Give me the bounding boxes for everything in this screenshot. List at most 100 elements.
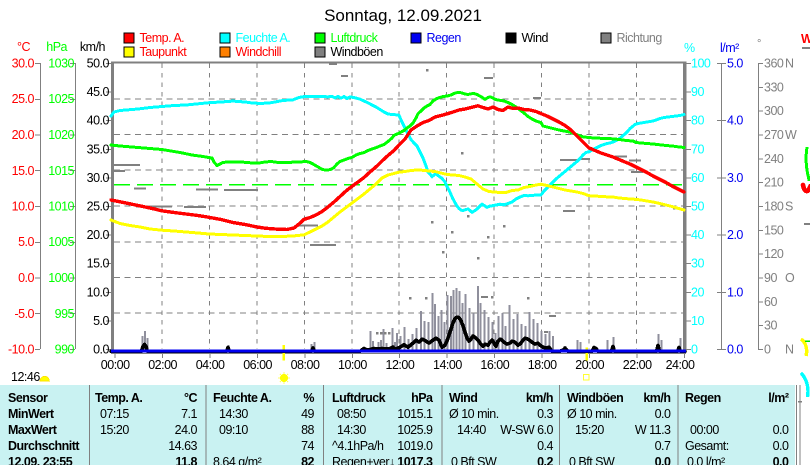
- svg-text:W-SW 6.0: W-SW 6.0: [500, 423, 553, 437]
- svg-text:W 11.3: W 11.3: [635, 423, 671, 437]
- svg-text:20.0: 20.0: [87, 228, 110, 242]
- svg-text:MinWert: MinWert: [8, 407, 55, 421]
- svg-text:1020: 1020: [48, 128, 74, 142]
- svg-text:60: 60: [764, 295, 777, 309]
- svg-text:90: 90: [691, 85, 704, 99]
- svg-text:^4.1hPa/h: ^4.1hPa/h: [332, 439, 384, 453]
- svg-text:300: 300: [764, 104, 784, 118]
- svg-text:49: 49: [301, 407, 314, 421]
- svg-text:Regen+ver↓: Regen+ver↓: [332, 455, 395, 465]
- svg-text:%: %: [684, 41, 695, 55]
- svg-text:Ø 10 min.: Ø 10 min.: [449, 407, 499, 421]
- svg-text:25.0: 25.0: [87, 200, 110, 214]
- svg-text:Temp. A.: Temp. A.: [140, 31, 185, 45]
- svg-text:15.0: 15.0: [12, 164, 35, 178]
- svg-text:Durchschnitt: Durchschnitt: [8, 439, 80, 453]
- svg-text:°C: °C: [17, 40, 30, 54]
- svg-text:990: 990: [55, 343, 75, 357]
- svg-text:Feuchte A.: Feuchte A.: [236, 31, 291, 45]
- svg-text:S: S: [785, 200, 793, 214]
- svg-text:1015: 1015: [48, 164, 74, 178]
- svg-text:°C: °C: [184, 391, 197, 405]
- svg-text:hPa: hPa: [46, 40, 67, 54]
- svg-text:12:00: 12:00: [386, 358, 415, 372]
- svg-text:0.0: 0.0: [655, 455, 671, 465]
- svg-text:18:00: 18:00: [528, 358, 557, 372]
- svg-text:22:00: 22:00: [623, 358, 652, 372]
- svg-text:210: 210: [764, 176, 784, 190]
- svg-text:2.0: 2.0: [727, 228, 743, 242]
- svg-text:14:40: 14:40: [457, 423, 486, 437]
- svg-text:Windböen: Windböen: [567, 391, 623, 405]
- svg-text:Windböen: Windböen: [331, 45, 384, 59]
- svg-text:14:30: 14:30: [337, 423, 366, 437]
- svg-text:1000: 1000: [48, 271, 74, 285]
- svg-text:W: W: [785, 128, 797, 142]
- svg-text:1015.1: 1015.1: [397, 407, 433, 421]
- svg-text:8.64 g/m²: 8.64 g/m²: [213, 455, 262, 465]
- svg-text:40: 40: [691, 228, 704, 242]
- svg-text:11.8: 11.8: [175, 455, 197, 465]
- svg-text:0.0: 0.0: [18, 271, 34, 285]
- svg-text:14:00: 14:00: [433, 358, 462, 372]
- svg-text:Feuchte A.: Feuchte A.: [213, 391, 271, 405]
- svg-text:km/h: km/h: [80, 40, 106, 54]
- svg-text:Regen: Regen: [427, 31, 462, 45]
- svg-text:995: 995: [55, 307, 75, 321]
- svg-text:%: %: [303, 391, 314, 405]
- svg-text:Wind: Wind: [449, 391, 477, 405]
- svg-text:-10.0: -10.0: [8, 343, 35, 357]
- svg-text:5.0: 5.0: [93, 314, 109, 328]
- svg-text:7.1: 7.1: [181, 407, 197, 421]
- svg-text:Luftdruck: Luftdruck: [331, 31, 379, 45]
- svg-text:40.0: 40.0: [87, 114, 110, 128]
- svg-text:N: N: [785, 343, 794, 357]
- svg-text:hPa: hPa: [411, 391, 434, 405]
- svg-text:50.0: 50.0: [87, 57, 110, 71]
- svg-text:330: 330: [764, 80, 784, 94]
- svg-text:00:00: 00:00: [690, 423, 719, 437]
- svg-text:82: 82: [301, 455, 314, 465]
- svg-text:5.0: 5.0: [18, 235, 34, 249]
- svg-text:Ø 10 min.: Ø 10 min.: [567, 407, 617, 421]
- svg-text:14.63: 14.63: [168, 439, 197, 453]
- svg-text:180: 180: [764, 200, 784, 214]
- svg-text:10:00: 10:00: [338, 358, 367, 372]
- svg-text:Taupunkt: Taupunkt: [140, 45, 188, 59]
- svg-text:1025.9: 1025.9: [397, 423, 433, 437]
- svg-text:88: 88: [301, 423, 314, 437]
- svg-text:90: 90: [764, 271, 777, 285]
- svg-text:08:50: 08:50: [337, 407, 366, 421]
- svg-text:09:10: 09:10: [219, 423, 248, 437]
- svg-text:Sonntag, 12.09.2021: Sonntag, 12.09.2021: [324, 6, 482, 25]
- svg-text:0: 0: [764, 343, 771, 357]
- svg-text:07:15: 07:15: [100, 407, 129, 421]
- svg-text:70: 70: [691, 142, 704, 156]
- svg-text:20:00: 20:00: [575, 358, 604, 372]
- svg-text:Regen: Regen: [685, 391, 721, 405]
- svg-text:Windchill: Windchill: [236, 45, 282, 59]
- svg-text:270: 270: [764, 128, 784, 142]
- svg-text:Sensor: Sensor: [8, 391, 48, 405]
- svg-text:20: 20: [691, 285, 704, 299]
- svg-text:W: W: [801, 32, 810, 46]
- svg-text:Gesamt:: Gesamt:: [685, 439, 729, 453]
- svg-text:0.0: 0.0: [93, 343, 109, 357]
- svg-text:12:46: 12:46: [11, 370, 40, 384]
- svg-text:1019.0: 1019.0: [397, 439, 433, 453]
- svg-text:0 Bft SW: 0 Bft SW: [451, 455, 497, 465]
- svg-text:0.0: 0.0: [655, 407, 671, 421]
- svg-text:l/m²: l/m²: [768, 391, 789, 405]
- svg-text:1005: 1005: [48, 235, 74, 249]
- svg-text:02:00: 02:00: [148, 358, 177, 372]
- svg-text:3.0: 3.0: [727, 171, 743, 185]
- svg-text:45.0: 45.0: [87, 85, 110, 99]
- svg-text:60: 60: [691, 171, 704, 185]
- svg-text:0.0: 0.0: [773, 439, 789, 453]
- svg-text:0.3: 0.3: [537, 407, 553, 421]
- svg-text:04:00: 04:00: [196, 358, 225, 372]
- svg-text:24:00: 24:00: [666, 358, 695, 372]
- svg-text:20.0: 20.0: [12, 128, 35, 142]
- svg-text:24.0: 24.0: [175, 423, 198, 437]
- svg-text:-5.0: -5.0: [14, 307, 34, 321]
